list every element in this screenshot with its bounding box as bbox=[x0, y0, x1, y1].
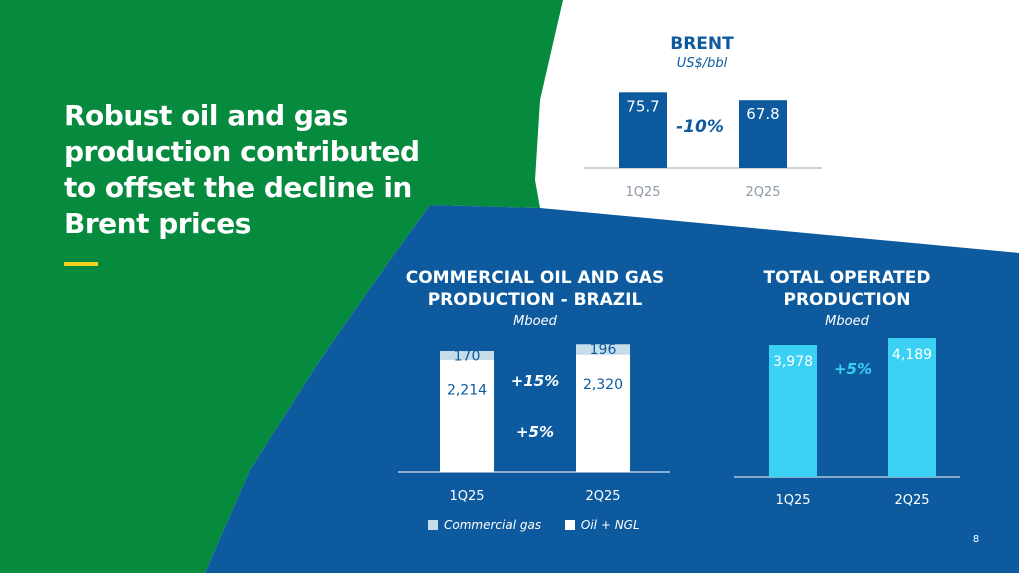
brent-tick-1Q25: 1Q25 bbox=[625, 185, 660, 200]
brent-bar-2Q25 bbox=[739, 100, 787, 168]
commercial-oil-bar-2Q25 bbox=[576, 354, 630, 472]
brent-tick-2Q25: 2Q25 bbox=[745, 185, 780, 200]
commercial-gas-change-label: +15% bbox=[511, 372, 559, 390]
commercial-chart-title: COMMERCIAL OIL AND GAS PRODUCTION - BRAZ… bbox=[405, 268, 665, 310]
total-value-label-1Q25: 3,978 bbox=[773, 354, 813, 370]
brent-bar-1Q25 bbox=[619, 92, 667, 168]
brent-value-label-1Q25: 75.7 bbox=[626, 97, 659, 115]
total-tick-2Q25: 2Q25 bbox=[894, 493, 929, 508]
total-bar-1Q25 bbox=[769, 345, 817, 477]
commercial-tick-2Q25: 2Q25 bbox=[585, 489, 620, 504]
accent-line bbox=[64, 262, 98, 266]
commercial-oil-bar-1Q25 bbox=[440, 359, 494, 472]
brent-change-label: -10% bbox=[676, 117, 724, 137]
legend-item-oil-ngl: Oil + NGL bbox=[564, 518, 640, 532]
chart-layer: 75.7 1Q25 67.8 2Q25 -10% 170 2,214 1Q25 196 2,320… bbox=[398, 92, 960, 508]
total-bar-2Q25 bbox=[888, 338, 936, 477]
green-panel bbox=[0, 0, 563, 573]
commercial-chart-legend: Commercial gas Oil + NGL bbox=[428, 518, 660, 533]
legend-item-commercial-gas: Commercial gas bbox=[428, 518, 541, 532]
legend-swatch-commercial-gas bbox=[428, 520, 438, 530]
total-chart-subtitle: Mboed bbox=[825, 314, 869, 329]
total-tick-1Q25: 1Q25 bbox=[775, 493, 810, 508]
headline: Robust oil and gas production contribute… bbox=[64, 99, 420, 240]
commercial-tick-1Q25: 1Q25 bbox=[449, 489, 484, 504]
legend-swatch-oil-ngl bbox=[564, 520, 575, 530]
legend-label-commercial-gas: Commercial gas bbox=[444, 518, 542, 532]
brent-chart-title: BRENT bbox=[670, 34, 734, 54]
page-number: 8 bbox=[972, 534, 980, 545]
total-chart-title: TOTAL OPERATED PRODUCTION bbox=[763, 268, 931, 310]
brent-value-label-2Q25: 67.8 bbox=[746, 105, 779, 123]
commercial-oil-value-1Q25: 2,214 bbox=[447, 383, 487, 399]
legend-label-oil-ngl: Oil + NGL bbox=[580, 518, 640, 532]
commercial-chart-subtitle: Mboed bbox=[513, 314, 557, 329]
commercial-oil-value-2Q25: 2,320 bbox=[583, 377, 623, 393]
commercial-gas-value-2Q25: 196 bbox=[590, 342, 617, 358]
total-change-label: +5% bbox=[834, 360, 872, 378]
commercial-gas-value-1Q25: 170 bbox=[454, 348, 481, 364]
commercial-oil-change-label: +5% bbox=[516, 423, 554, 441]
commercial-gas-bar-1Q25 bbox=[440, 350, 494, 360]
total-value-label-2Q25: 4,189 bbox=[892, 347, 932, 363]
commercial-gas-bar-2Q25 bbox=[576, 344, 630, 355]
brent-chart-subtitle: US$/bbl bbox=[676, 56, 728, 71]
